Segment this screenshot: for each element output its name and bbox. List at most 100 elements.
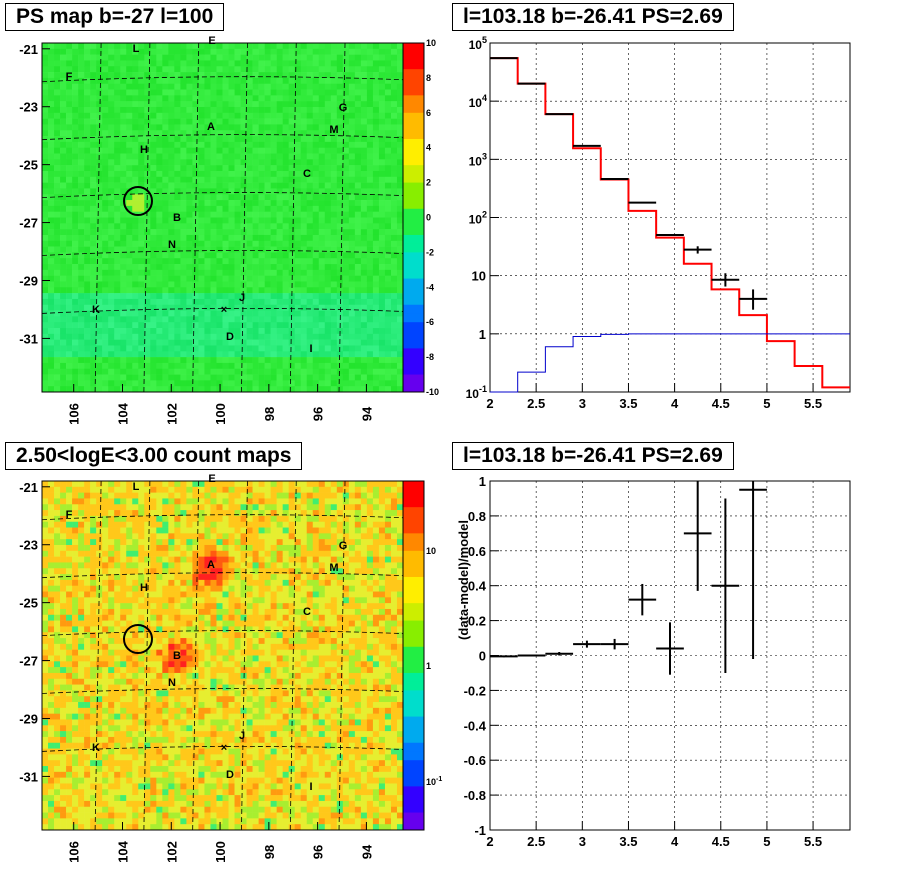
bl-colorbar-label: 10 xyxy=(426,546,436,556)
bl-colorbar-cell xyxy=(403,629,424,639)
tl-colorbar-cell xyxy=(403,243,424,253)
tl-x-tick-label: 94 xyxy=(359,406,374,421)
tl-y-tick-label: -27 xyxy=(19,216,38,231)
tl-map-pixels xyxy=(42,43,404,393)
residual-data-point xyxy=(683,481,712,591)
tl-source-label-a: A xyxy=(207,121,215,133)
residual-y-tick-label: -0.2 xyxy=(464,683,486,698)
bl-colorbar-cell xyxy=(403,550,424,561)
bl-colorbar-label: 1 xyxy=(426,661,431,671)
bl-ps-circle xyxy=(123,624,153,654)
tl-colorbar-cell xyxy=(403,86,424,96)
bl-x-tick-label: 98 xyxy=(262,845,277,859)
tl-grid-lon xyxy=(94,42,102,393)
bl-colorbar-cell xyxy=(403,603,424,613)
bl-colorbar-cell xyxy=(403,664,424,674)
spectrum-data-point xyxy=(739,289,767,310)
bl-colorbar-cell xyxy=(403,524,424,534)
tl-x-tick-label: 102 xyxy=(164,403,179,425)
tl-colorbar-cell xyxy=(403,383,424,393)
bl-colorbar-cell xyxy=(403,777,424,787)
tl-colorbar-cell xyxy=(403,330,424,341)
residual-data-point xyxy=(711,498,740,673)
spectrum-y-tick-label: 10 xyxy=(472,269,486,284)
residual-x-tick-label: 4.5 xyxy=(712,834,730,849)
bl-x-tick-label: 96 xyxy=(311,845,326,859)
tl-y-tick-label: -21 xyxy=(19,42,38,57)
tl-grid-lon xyxy=(289,42,297,393)
tl-x-tick-label: 100 xyxy=(213,403,228,425)
tl-grid-lat xyxy=(41,192,404,199)
residual-data-point xyxy=(517,654,546,657)
residual-x-tick-label: 2 xyxy=(486,834,493,849)
bl-grid-lon xyxy=(143,480,151,831)
tl-colorbar-label: 4 xyxy=(426,143,431,153)
tl-colorbar-cell xyxy=(403,121,424,131)
bl-source-label-e: E xyxy=(208,473,215,485)
spectrum-x-tick-label: 2 xyxy=(486,396,493,411)
bl-colorbar-cell xyxy=(403,568,424,578)
tl-colorbar-cell xyxy=(403,278,424,288)
tl-grid-lat xyxy=(41,134,404,141)
bl-grid-lon xyxy=(94,480,102,831)
bl-y-tick-label: -31 xyxy=(19,769,38,784)
bl-source-label-b: B xyxy=(173,650,181,662)
tl-colorbar-cell xyxy=(403,69,424,79)
residual-x-tick-label: 3 xyxy=(579,834,586,849)
tl-colorbar-cell xyxy=(403,208,424,218)
bl-colorbar-cell xyxy=(403,594,424,604)
tl-source-label-f: F xyxy=(66,71,73,83)
tl-colorbar-label: -8 xyxy=(426,352,434,362)
tl-colorbar-label: -4 xyxy=(426,282,434,292)
bl-source-label-l: L xyxy=(133,481,140,493)
bl-source-label-j: J xyxy=(239,730,245,742)
tl-grid-lon xyxy=(143,42,151,393)
residual-data-point xyxy=(573,640,601,648)
tl-grid-lon xyxy=(192,42,200,393)
tl-colorbar-cell xyxy=(403,51,424,61)
tl-colorbar-cell xyxy=(403,77,424,88)
tl-source-label-d: D xyxy=(226,331,234,343)
bl-grid-lat xyxy=(41,514,404,521)
tl-colorbar-cell xyxy=(403,147,424,157)
bl-grid-lon xyxy=(289,480,297,831)
bl-y-tick-label: -25 xyxy=(19,596,38,611)
residual-y-tick-label: 1 xyxy=(479,474,486,489)
tl-colorbar-cell xyxy=(403,322,424,332)
bl-map-pixels xyxy=(42,481,404,831)
tl-y-tick-label: -29 xyxy=(19,273,38,288)
bl-colorbar-cell xyxy=(403,620,424,630)
bl-colorbar-cell xyxy=(403,498,424,508)
bl-colorbar-cell xyxy=(403,725,424,735)
bl-colorbar-cell xyxy=(403,672,424,683)
tl-colorbar-cell xyxy=(403,348,424,358)
bl-grid-lat xyxy=(41,572,404,579)
residual-data-point xyxy=(490,655,518,658)
residual-data-point xyxy=(600,638,629,650)
residual-data-point xyxy=(739,481,767,659)
residual-x-tick-label: 5 xyxy=(763,834,770,849)
bl-colorbar-cell xyxy=(403,489,424,499)
tl-source-label-c: C xyxy=(303,168,311,180)
residual-x-tick-label: 4 xyxy=(671,834,679,849)
tl-colorbar-cell xyxy=(403,95,424,105)
bl-cross-marker: × xyxy=(221,742,227,754)
residual-title: l=103.18 b=-26.41 PS=2.69 xyxy=(452,442,734,470)
bl-x-tick-label: 94 xyxy=(359,844,374,859)
tl-colorbar-cell xyxy=(403,365,424,376)
spectrum-y-tick-label: 1 xyxy=(479,327,486,342)
bl-colorbar-cell xyxy=(403,803,424,814)
bl-y-tick-label: -23 xyxy=(19,538,38,553)
tl-colorbar-cell xyxy=(403,252,424,262)
tl-source-label-b: B xyxy=(173,212,181,224)
bl-colorbar-cell xyxy=(403,768,424,779)
spectrum-ps-model-line xyxy=(490,333,850,393)
tl-colorbar-label: 0 xyxy=(426,213,431,223)
tl-colorbar-cell xyxy=(403,374,424,384)
tl-colorbar-cell xyxy=(403,191,424,201)
tl-colorbar-cell xyxy=(403,200,424,210)
bl-source-label-g: G xyxy=(339,540,348,552)
residual-y-tick-label: -0.4 xyxy=(464,718,487,733)
tl-colorbar-label: -6 xyxy=(426,317,434,327)
